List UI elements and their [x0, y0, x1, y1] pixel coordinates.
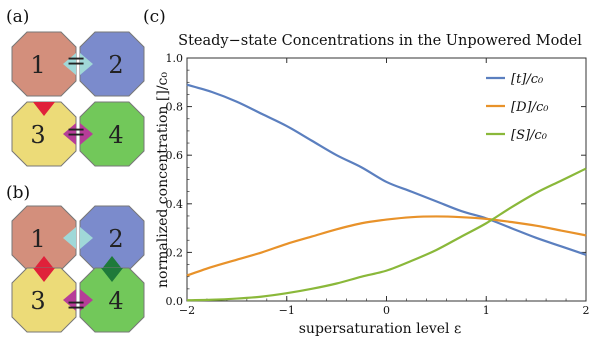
panel-c-label: (c) — [143, 7, 166, 27]
octagon-number: 2 — [108, 51, 123, 79]
x-tick-label: 2 — [583, 304, 590, 317]
bond-symbol: = — [66, 47, 86, 75]
octagon-a-1: 1 — [11, 31, 77, 97]
octagon-number: 3 — [30, 287, 45, 315]
side-notch — [63, 53, 76, 75]
octagon-b-2: 2 — [79, 205, 145, 271]
side-notch — [80, 123, 93, 145]
series-line-1 — [186, 215, 587, 277]
octagon-number: 4 — [108, 287, 123, 315]
octagon-a-4: 4 — [79, 101, 145, 167]
octagon-number: 2 — [108, 225, 123, 253]
plot-frame — [186, 57, 587, 302]
series-line-0 — [186, 83, 587, 256]
x-tick-label: 1 — [483, 304, 490, 317]
legend-label-1: [D]/c₀ — [511, 100, 549, 115]
top-notch — [33, 102, 55, 116]
x-tick-label: −2 — [179, 304, 195, 317]
bond-symbol: = — [66, 291, 86, 319]
y-tick-label: 0.0 — [166, 295, 184, 308]
x-tick-label: −1 — [279, 304, 295, 317]
octagon-number: 1 — [30, 51, 45, 79]
panel-a-label: (a) — [6, 7, 29, 27]
y-tick-label: 0.6 — [166, 149, 184, 162]
side-notch — [80, 53, 93, 75]
side-notch — [80, 227, 93, 249]
bottom-notch — [33, 256, 55, 270]
line-chart: −2 −1 0 1 2 0.0 0.2 0.4 0.6 0.8 1.0 [t]/c₀ [D]/c₀ [S]… — [166, 52, 590, 317]
octagon-number: 1 — [30, 225, 45, 253]
chart-title: Steady−state Concentrations in the Unpow… — [178, 33, 582, 49]
octagon-number: 3 — [30, 121, 45, 149]
x-tick-label: 0 — [383, 304, 390, 317]
y-tick-label: 0.2 — [166, 246, 184, 259]
octagon-a-2: 2 — [79, 31, 145, 97]
series-line-2 — [186, 167, 587, 302]
octagon-a-3: 3 — [11, 101, 77, 167]
side-notch — [80, 289, 93, 311]
side-notch — [63, 123, 76, 145]
panel-b-label: (b) — [6, 183, 30, 203]
octagon-b-3: 3 — [11, 267, 77, 333]
top-notch — [101, 268, 123, 282]
x-axis-label: supersaturation level ε — [299, 321, 462, 337]
side-notch — [63, 289, 76, 311]
side-notch — [63, 227, 76, 249]
y-tick-label: 0.4 — [166, 198, 184, 211]
y-tick-label: 0.8 — [166, 101, 184, 114]
octagon-b-4: 4 — [79, 267, 145, 333]
top-notch — [33, 268, 55, 282]
octagon-number: 4 — [108, 121, 123, 149]
y-axis-label: normalized concentration []/c₀ — [155, 72, 171, 288]
legend-label-2: [S]/c₀ — [511, 128, 548, 143]
octagon-diagrams: 1 2 3 4 = = 1 2 3 4 = — [11, 31, 145, 333]
y-tick-label: 1.0 — [166, 52, 184, 65]
bond-symbol: = — [66, 118, 86, 146]
legend-label-0: [t]/c₀ — [511, 72, 544, 87]
bottom-notch — [101, 256, 123, 270]
octagon-b-1: 1 — [11, 205, 77, 271]
